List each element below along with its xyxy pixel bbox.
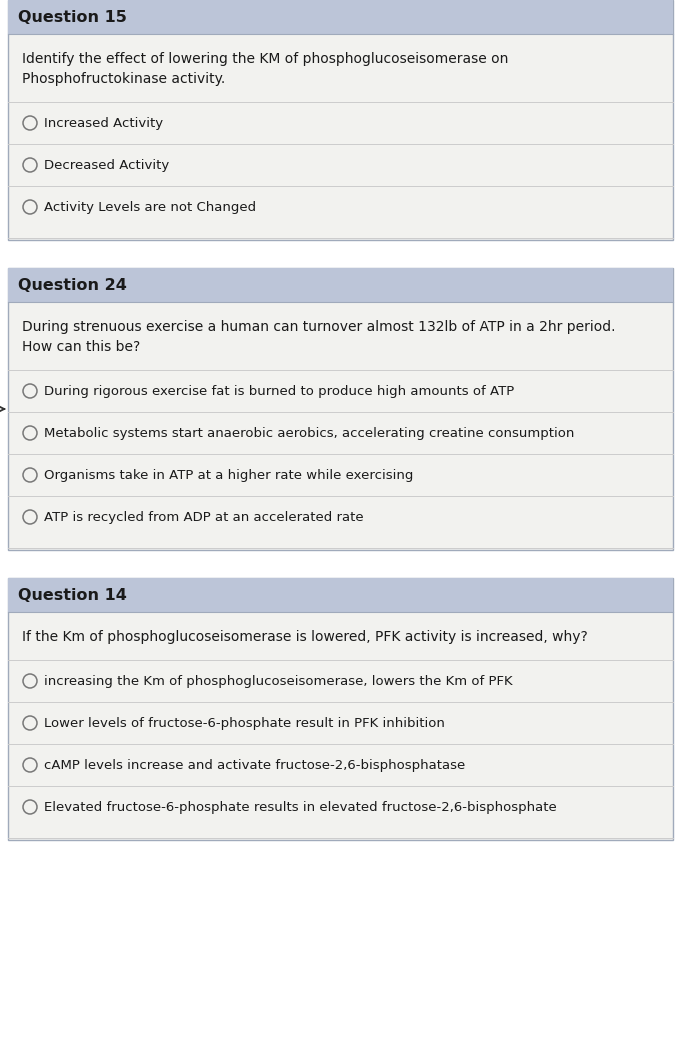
Text: If the Km of phosphoglucoseisomerase is lowered, PFK activity is increased, why?: If the Km of phosphoglucoseisomerase is … bbox=[22, 630, 588, 644]
Text: During strenuous exercise a human can turnover almost 132lb of ATP in a 2hr peri: During strenuous exercise a human can tu… bbox=[22, 320, 616, 334]
Text: Question 14: Question 14 bbox=[18, 588, 127, 603]
Text: Question 24: Question 24 bbox=[18, 277, 127, 293]
Text: Phosphofructokinase activity.: Phosphofructokinase activity. bbox=[22, 72, 225, 86]
Text: Metabolic systems start anaerobic aerobics, accelerating creatine consumption: Metabolic systems start anaerobic aerobi… bbox=[44, 426, 575, 440]
Text: Elevated fructose-6-phosphate results in elevated fructose-2,6-bisphosphate: Elevated fructose-6-phosphate results in… bbox=[44, 800, 557, 814]
FancyBboxPatch shape bbox=[8, 578, 673, 840]
Text: How can this be?: How can this be? bbox=[22, 340, 140, 354]
Text: Activity Levels are not Changed: Activity Levels are not Changed bbox=[44, 201, 256, 213]
Text: Question 15: Question 15 bbox=[18, 9, 127, 24]
Text: increasing the Km of phosphoglucoseisomerase, lowers the Km of PFK: increasing the Km of phosphoglucoseisome… bbox=[44, 674, 512, 688]
Text: Organisms take in ATP at a higher rate while exercising: Organisms take in ATP at a higher rate w… bbox=[44, 468, 413, 482]
Text: cAMP levels increase and activate fructose-2,6-bisphosphatase: cAMP levels increase and activate fructo… bbox=[44, 758, 465, 772]
FancyBboxPatch shape bbox=[8, 268, 673, 550]
Text: Lower levels of fructose-6-phosphate result in PFK inhibition: Lower levels of fructose-6-phosphate res… bbox=[44, 716, 445, 730]
FancyBboxPatch shape bbox=[8, 0, 673, 34]
FancyBboxPatch shape bbox=[8, 578, 673, 612]
FancyBboxPatch shape bbox=[8, 0, 673, 240]
FancyBboxPatch shape bbox=[0, 550, 685, 578]
Text: Decreased Activity: Decreased Activity bbox=[44, 159, 169, 171]
Text: During rigorous exercise fat is burned to produce high amounts of ATP: During rigorous exercise fat is burned t… bbox=[44, 384, 514, 398]
FancyBboxPatch shape bbox=[0, 240, 685, 268]
FancyBboxPatch shape bbox=[8, 268, 673, 302]
Text: Increased Activity: Increased Activity bbox=[44, 117, 163, 129]
Text: ATP is recycled from ADP at an accelerated rate: ATP is recycled from ADP at an accelerat… bbox=[44, 510, 364, 524]
Text: Identify the effect of lowering the KM of phosphoglucoseisomerase on: Identify the effect of lowering the KM o… bbox=[22, 52, 508, 66]
